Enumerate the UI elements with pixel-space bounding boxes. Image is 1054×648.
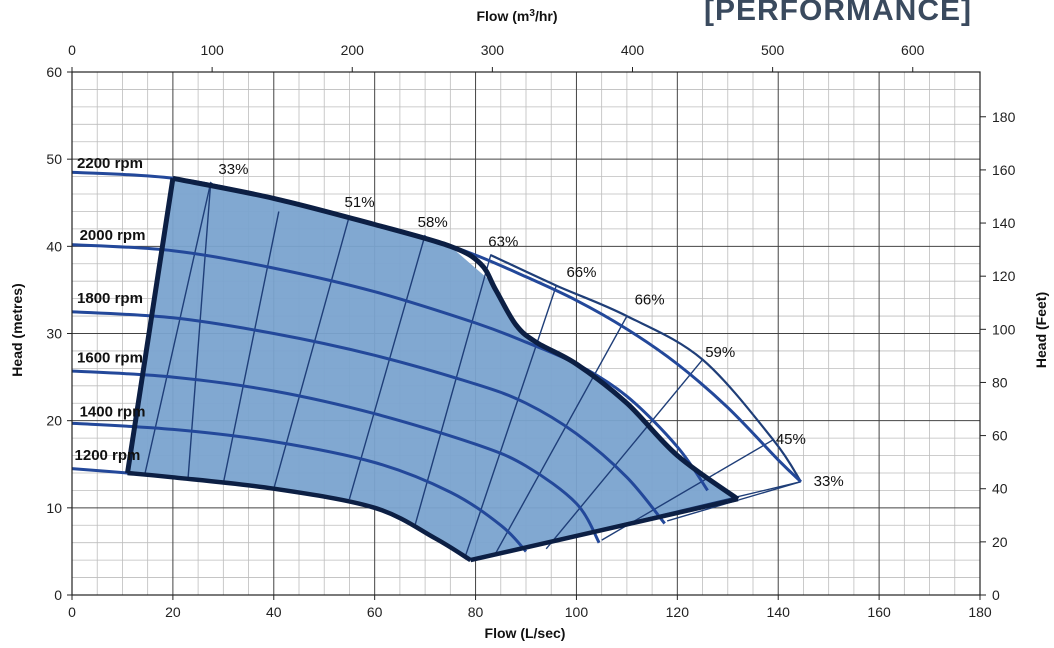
- y-tick-label: 50: [46, 151, 62, 167]
- y2-axis-title: Head (Feet): [1033, 292, 1049, 368]
- y2-tick-label: 100: [992, 321, 1016, 337]
- x-tick-label: 80: [468, 604, 484, 620]
- x-axis-title: Flow (L/sec): [485, 625, 566, 641]
- y2-tick-label: 60: [992, 428, 1008, 444]
- efficiency-label: 45%: [776, 431, 806, 448]
- y-tick-label: 30: [46, 326, 62, 342]
- iso-efficiency-line: [545, 359, 704, 550]
- y2-tick-label: 120: [992, 268, 1016, 284]
- efficiency-label: 51%: [345, 194, 375, 211]
- efficiency-label: 33%: [218, 161, 248, 178]
- speed-curve: [71, 310, 666, 525]
- y2-tick-label: 140: [992, 215, 1016, 231]
- x2-tick-label: 100: [200, 42, 224, 58]
- y-tick-label: 0: [54, 587, 62, 603]
- speed-curve: [71, 369, 601, 544]
- x-tick-label: 180: [968, 604, 992, 620]
- efficiency-label: 63%: [488, 233, 518, 250]
- efficiency-label: 33%: [814, 473, 844, 490]
- y2-tick-label: 80: [992, 374, 1008, 390]
- x-tick-label: 20: [165, 604, 181, 620]
- x2-tick-label: 600: [901, 42, 925, 58]
- y-tick-label: 10: [46, 500, 62, 516]
- rpm-label: 1600 rpm: [77, 349, 143, 366]
- speed-curve: [71, 421, 528, 553]
- rpm-label: 1400 rpm: [80, 403, 146, 420]
- iso-efficiency-line: [495, 315, 628, 554]
- y-axis-title: Head (metres): [9, 283, 25, 376]
- efficiency-boundary-line: [490, 254, 802, 483]
- x2-axis-title: Flow (m3/hr): [476, 8, 557, 24]
- rpm-label: 1800 rpm: [77, 290, 143, 307]
- y-tick-label: 60: [46, 64, 62, 80]
- x2-tick-label: 300: [481, 42, 505, 58]
- y2-tick-label: 160: [992, 162, 1016, 178]
- region-lower-boundary: [127, 470, 472, 563]
- x-tick-label: 100: [565, 604, 589, 620]
- rpm-label: 2200 rpm: [77, 155, 143, 172]
- y2-tick-label: 40: [992, 481, 1008, 497]
- y2-tick-label: 180: [992, 109, 1016, 125]
- rpm-label: 2000 rpm: [80, 227, 146, 244]
- y-tick-label: 20: [46, 413, 62, 429]
- y-tick-label: 40: [46, 238, 62, 254]
- iso-efficiency-line: [348, 234, 426, 500]
- region-top-boundary: [172, 175, 740, 502]
- rpm-label: 1200 rpm: [75, 447, 141, 464]
- efficiency-label: 66%: [566, 264, 596, 281]
- operating-region-fill: [127, 178, 738, 561]
- y2-tick-label: 20: [992, 534, 1008, 550]
- x-tick-label: 0: [68, 604, 76, 620]
- x2-tick-label: 400: [621, 42, 645, 58]
- x-tick-label: 160: [867, 604, 891, 620]
- x2-tick-label: 200: [341, 42, 365, 58]
- region-bottom-boundary: [469, 496, 739, 563]
- efficiency-label: 66%: [635, 292, 665, 309]
- y2-tick-label: 0: [992, 587, 1000, 603]
- x-tick-label: 140: [767, 604, 791, 620]
- iso-efficiency-line: [222, 211, 280, 484]
- efficiency-label: 58%: [418, 214, 448, 231]
- x-tick-label: 120: [666, 604, 690, 620]
- x-tick-label: 40: [266, 604, 282, 620]
- x2-tick-label: 0: [68, 42, 76, 58]
- efficiency-label: 59%: [705, 344, 735, 361]
- speed-curve: [71, 243, 709, 492]
- x2-tick-label: 500: [761, 42, 785, 58]
- x-tick-label: 60: [367, 604, 383, 620]
- speed-curves: [71, 170, 802, 563]
- performance-badge: [PERFORMANCE]: [704, 0, 972, 27]
- operating-region: [127, 178, 738, 561]
- region-left-boundary: [125, 177, 176, 474]
- chart-labels: 2200 rpm 2000 rpm 1800 rpm 1600 rpm 1400 rpm…: [75, 155, 844, 490]
